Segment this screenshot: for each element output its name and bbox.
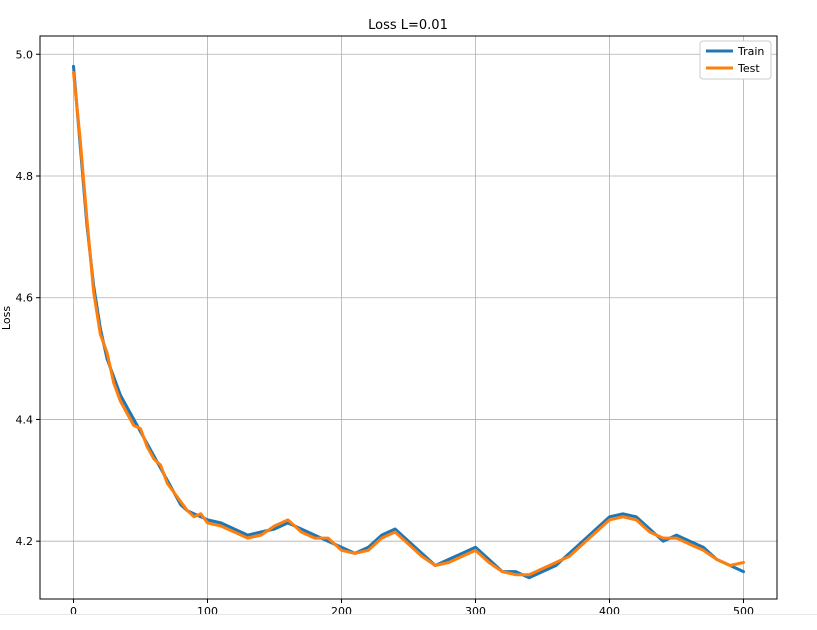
x-axis-ticks: 0 100 200 300 400 500	[70, 599, 754, 614]
grid-lines	[40, 36, 777, 599]
legend-label-test: Test	[737, 62, 760, 75]
legend: Train Test	[699, 40, 772, 80]
plot-area-frame	[39, 35, 778, 600]
y-tick-label: 4.4	[16, 413, 34, 426]
y-axis-ticks: 4.2 4.4 4.6 4.8 5.0	[16, 48, 40, 548]
x-tick-label: 400	[599, 605, 620, 614]
y-tick-label: 4.2	[16, 535, 34, 548]
y-tick-label: 4.8	[16, 170, 34, 183]
series-line-train	[72, 64, 745, 580]
y-tick-label: 5.0	[16, 48, 34, 61]
series-line-test	[72, 71, 745, 577]
chart-title: Loss L=0.01	[368, 18, 448, 33]
legend-label-train: Train	[737, 45, 764, 58]
x-tick-label: 300	[465, 605, 486, 614]
bottom-bar	[0, 614, 817, 630]
loss-chart: Loss L=0.01 0 100 200 300 400 500 4.24.44.64.…	[0, 18, 778, 614]
x-tick-label: 500	[733, 605, 754, 614]
x-tick-label: 200	[331, 605, 352, 614]
x-tick-label: 100	[197, 605, 218, 614]
y-tick-label: 4.6	[16, 292, 34, 305]
series-lines	[72, 64, 745, 580]
y-axis-label: Loss	[0, 306, 13, 330]
x-tick-label: 0	[70, 605, 77, 614]
